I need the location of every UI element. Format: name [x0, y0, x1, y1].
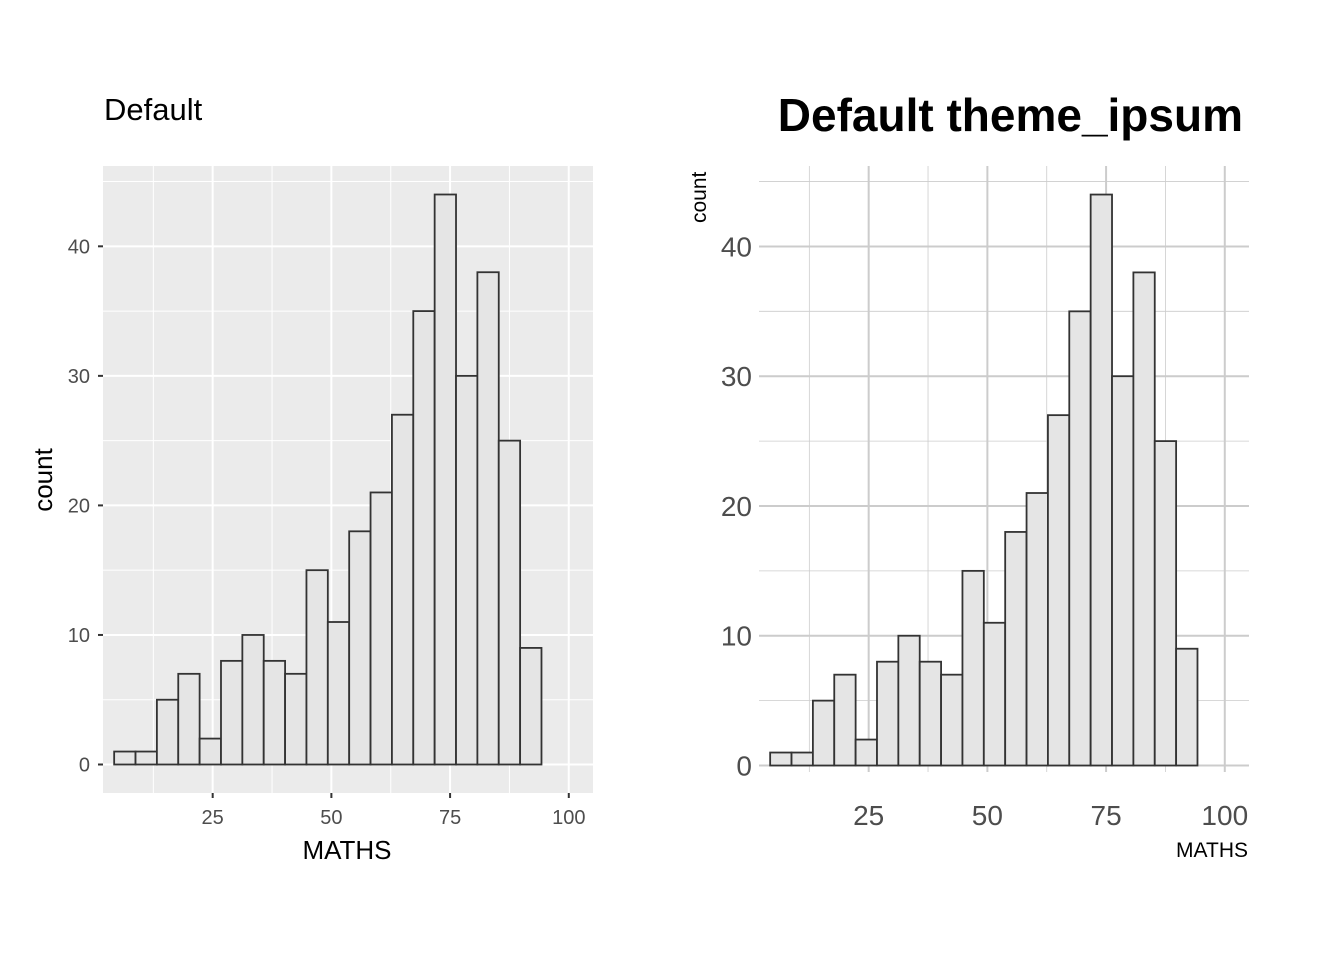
histogram-bar	[982, 621, 1007, 767]
right-y-tick-label: 40	[721, 231, 752, 262]
left-y-tick-label: 40	[68, 236, 90, 258]
left-tick-marks	[98, 245, 570, 798]
right-x-tick-label: 75	[1091, 800, 1122, 831]
right-x-tick-labels: 25 50 75 100	[853, 800, 1248, 831]
histogram-bar	[1175, 647, 1199, 767]
right-y-tick-label: 20	[721, 491, 752, 522]
left-x-tick-label: 50	[320, 807, 342, 829]
histogram-bar	[1068, 310, 1092, 767]
histogram-bar	[769, 751, 793, 767]
left-y-tick-label: 30	[68, 366, 90, 388]
histogram-bar	[433, 193, 457, 766]
histogram-bar	[284, 672, 308, 766]
right-x-tick-label: 50	[972, 800, 1003, 831]
right-y-tick-label: 30	[721, 361, 752, 392]
right-x-tick-label: 100	[1201, 800, 1248, 831]
right-y-tick-label: 0	[736, 751, 752, 782]
histogram-bar	[391, 413, 415, 766]
histogram-bar	[1089, 193, 1113, 767]
histogram-bar	[220, 659, 244, 766]
left-x-tick-label: 25	[202, 807, 224, 829]
right-y-tick-label: 10	[721, 621, 752, 652]
histogram-bar	[155, 698, 180, 766]
left-x-tick-labels: 25 50 75 100	[202, 807, 586, 829]
histogram-bar	[497, 439, 522, 766]
histogram-bar	[134, 750, 158, 766]
left-x-axis-label: MATHS	[302, 835, 391, 865]
left-chart-title: Default	[104, 92, 203, 127]
histogram-bar	[918, 660, 942, 767]
histogram-bar	[241, 634, 265, 766]
histogram-bar	[961, 569, 985, 767]
left-x-tick-label: 100	[552, 807, 585, 829]
right-bars	[769, 193, 1199, 767]
histogram-bar	[113, 750, 137, 766]
histogram-bar	[305, 569, 329, 766]
histogram-bar	[1111, 375, 1135, 767]
histogram-bar	[790, 751, 814, 767]
left-x-tick-label: 75	[439, 807, 461, 829]
histogram-bar	[1132, 271, 1156, 767]
right-chart: Default theme_ipsum 0 10 20 30 40 25 50 …	[688, 89, 1249, 862]
right-x-axis-label: MATHS	[1176, 839, 1248, 862]
histogram-bar	[519, 647, 543, 766]
histogram-bar	[198, 737, 222, 766]
left-y-tick-label: 10	[68, 625, 90, 647]
left-y-axis-label: count	[28, 447, 58, 511]
left-chart: Default 0 10 20 30 40 25 50 75 100 MATHS…	[28, 92, 593, 865]
left-y-tick-label: 20	[68, 495, 90, 517]
histogram-bar	[1153, 440, 1178, 767]
histogram-bar	[1047, 414, 1071, 767]
right-chart-title: Default theme_ipsum	[778, 89, 1243, 141]
histogram-bar	[177, 672, 201, 766]
histogram-bar	[1025, 492, 1049, 767]
histogram-bar	[1004, 531, 1028, 767]
histogram-bar	[412, 310, 436, 766]
histogram-bar	[262, 659, 286, 766]
histogram-bar	[854, 738, 878, 767]
histogram-bar	[940, 673, 964, 767]
histogram-bar	[833, 673, 857, 767]
right-x-tick-label: 25	[853, 800, 884, 831]
left-y-tick-labels: 0 10 20 30 40	[68, 236, 90, 776]
histogram-bar	[348, 530, 372, 766]
right-y-axis-label: count	[688, 171, 711, 223]
right-y-tick-labels: 0 10 20 30 40	[721, 231, 752, 781]
left-y-tick-label: 0	[79, 755, 90, 777]
histogram-bar	[455, 374, 479, 766]
histogram-bar	[876, 660, 900, 767]
left-bars	[113, 193, 543, 766]
histogram-bar	[811, 699, 836, 767]
histogram-bar	[897, 634, 921, 767]
histogram-bar	[326, 621, 351, 766]
histogram-bar	[369, 491, 393, 766]
histogram-bar	[476, 271, 500, 766]
